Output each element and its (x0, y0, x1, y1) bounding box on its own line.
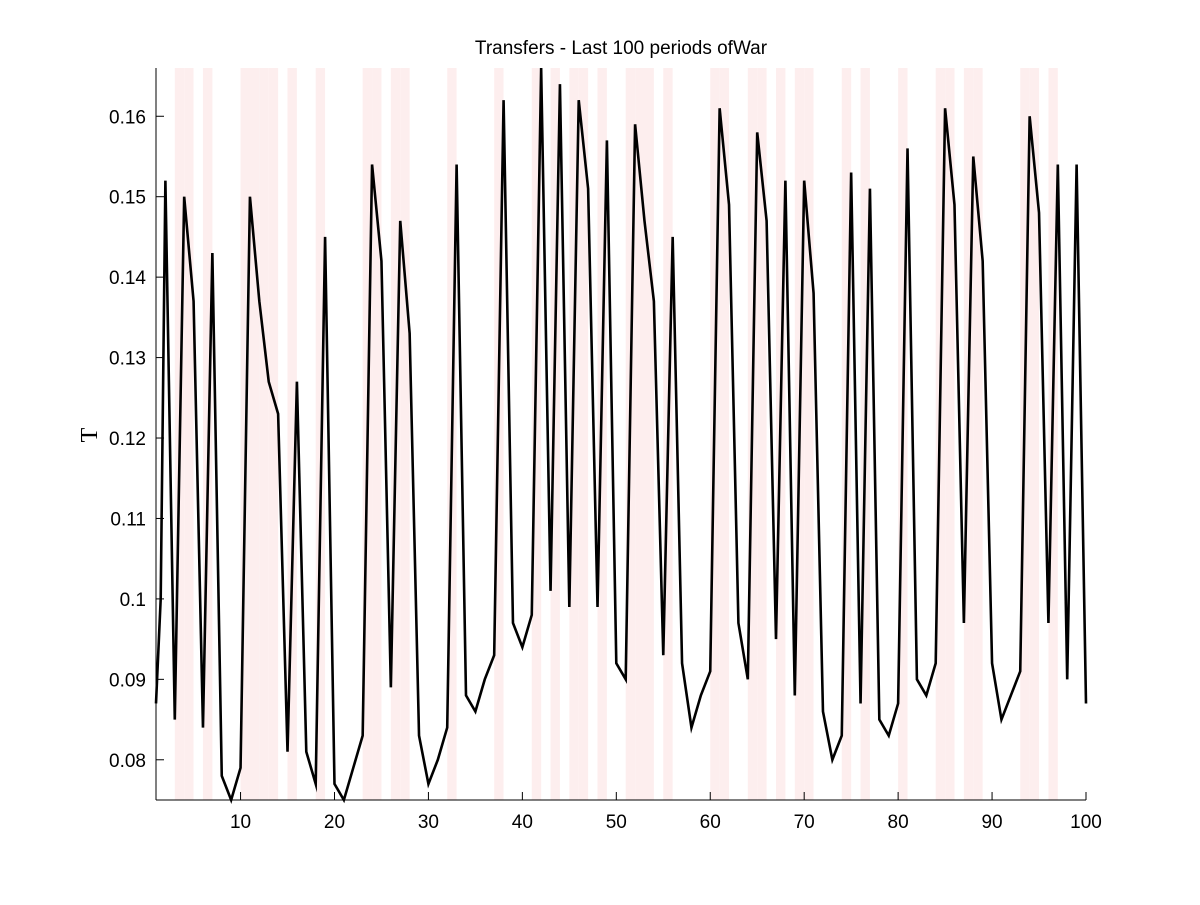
y-tick-label: 0.12 (109, 429, 146, 450)
war-period-band (184, 68, 194, 800)
x-tick-label: 60 (700, 812, 721, 833)
x-axis-ticks: 10 20 30 40 50 60 70 80 90 100 (230, 792, 1102, 833)
war-period-band (400, 68, 410, 800)
y-tick-label: 0.09 (109, 670, 146, 691)
war-period-band (287, 68, 297, 800)
war-period-band (1029, 68, 1040, 800)
war-period-band (259, 68, 269, 800)
x-tick-label: 80 (888, 812, 909, 833)
series-layer (154, 67, 1088, 805)
war-period-band (249, 68, 260, 800)
war-period-band (531, 68, 542, 800)
y-axis-ticks: 0.08 0.09 0.1 0.11 0.12 0.13 0.14 0.15 0.16 (109, 107, 164, 772)
war-period-band (268, 68, 279, 800)
x-tick-label: 20 (324, 812, 345, 833)
war-period-band (804, 68, 814, 800)
x-tick-label: 50 (606, 812, 627, 833)
y-tick-label: 0.08 (109, 751, 146, 772)
x-tick-label: 40 (512, 812, 533, 833)
war-period-band (635, 68, 645, 800)
war-period-band (644, 68, 654, 800)
chart-title: Transfers - Last 100 periods ofWar (475, 38, 768, 59)
series-line (154, 67, 1088, 805)
y-tick-label: 0.16 (109, 107, 146, 128)
x-tick-label: 30 (418, 812, 439, 833)
war-period-band (945, 68, 955, 800)
war-period-band (372, 68, 382, 800)
y-tick-label: 0.11 (110, 509, 146, 530)
y-tick-label: 0.13 (109, 349, 146, 370)
axes (155, 68, 1086, 801)
x-tick-label: 90 (981, 812, 1002, 833)
x-tick-label: 70 (794, 812, 815, 833)
war-period-band (315, 68, 326, 800)
y-tick-label: 0.14 (109, 268, 146, 289)
x-tick-label: 100 (1070, 812, 1102, 833)
war-period-band (757, 68, 767, 800)
war-period-band (569, 68, 579, 800)
x-tick-label: 10 (230, 812, 251, 833)
war-period-band (973, 68, 983, 800)
y-axis-label: T (77, 427, 103, 442)
y-tick-label: 0.15 (109, 188, 146, 209)
war-period-band (550, 68, 560, 800)
y-tick-label: 0.1 (120, 590, 146, 611)
war-period-band (578, 68, 589, 800)
war-period-band (719, 68, 730, 800)
